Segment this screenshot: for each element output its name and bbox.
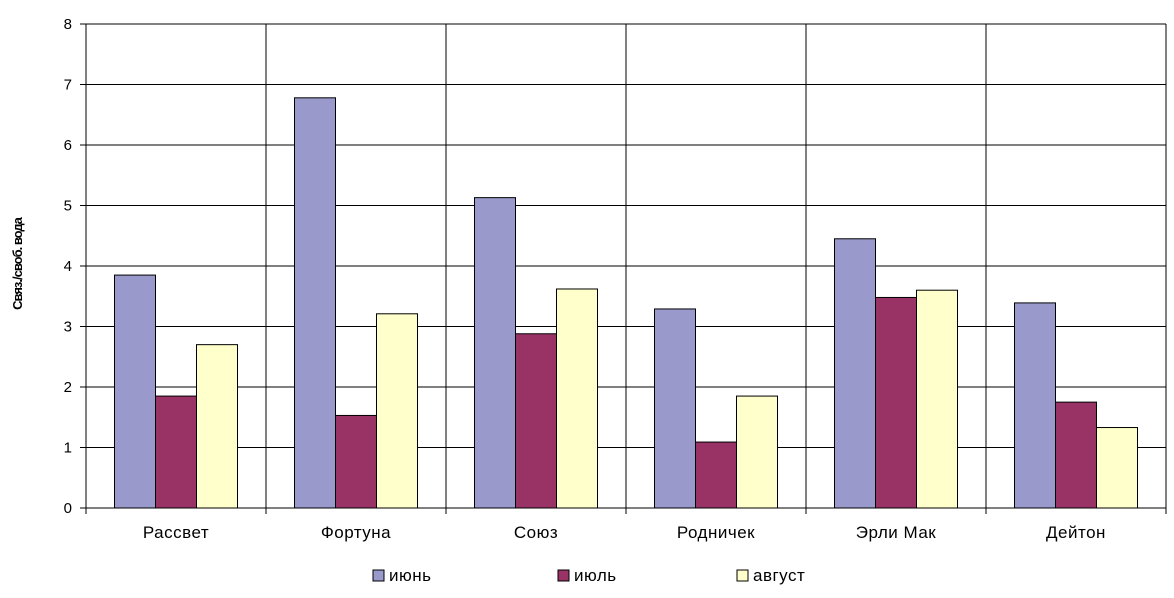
legend-label: июнь	[389, 566, 432, 585]
axes	[80, 23, 1167, 514]
y-tick-label: 2	[64, 379, 72, 396]
bar-август-Родничек	[736, 395, 778, 509]
legend-swatch	[736, 569, 749, 582]
bar-июль-Рассвет	[155, 395, 197, 509]
grid	[86, 23, 1167, 508]
x-category-label: Родничек	[677, 523, 755, 542]
bar-июль-Родничек	[695, 441, 737, 509]
bar-июль-Дейтон	[1055, 401, 1097, 509]
legend: июнь июль август	[372, 566, 805, 585]
y-tick-label: 1	[64, 440, 72, 457]
x-category-label: Рассвет	[143, 523, 209, 542]
y-tick-label: 0	[64, 500, 72, 517]
legend-swatch	[557, 569, 570, 582]
bar-июнь-Родничек	[654, 308, 696, 509]
bar-июнь-Рассвет	[114, 274, 156, 509]
y-tick-label: 6	[64, 137, 72, 154]
bar-август-Рассвет	[196, 344, 238, 509]
x-category-label: Союз	[514, 523, 558, 542]
bar-июнь-Дейтон	[1014, 302, 1056, 509]
bar-июнь-Эрли Мак	[834, 238, 876, 509]
bar-июнь-Фортуна	[294, 97, 336, 509]
y-tick-labels: 0 1 2 3 4 5 6 7 8	[64, 16, 72, 517]
y-tick-label: 5	[64, 198, 72, 215]
bar-август-Дейтон	[1096, 427, 1138, 509]
y-tick-label: 4	[64, 258, 72, 275]
y-tick-label: 3	[64, 319, 72, 336]
bar-август-Союз	[556, 288, 598, 509]
y-tick-label: 7	[64, 77, 72, 94]
category-labels: Рассвет Фортуна Союз Родничек Эрли Мак Дейтон	[143, 523, 1106, 542]
legend-swatch	[372, 569, 385, 582]
bar-июль-Эрли Мак	[875, 296, 917, 509]
bar-август-Фортуна	[376, 313, 418, 509]
bar-июнь-Союз	[474, 197, 516, 509]
legend-label: июль	[574, 566, 617, 585]
legend-label: август	[753, 566, 805, 585]
y-axis-label: Связ./своб. вода	[10, 216, 25, 310]
bar-август-Эрли Мак	[916, 289, 958, 509]
bar-июль-Фортуна	[335, 414, 377, 509]
y-tick-label: 8	[64, 16, 72, 33]
x-category-label: Фортуна	[321, 523, 391, 542]
x-category-label: Дейтон	[1046, 523, 1106, 542]
bars	[114, 97, 1138, 509]
x-category-label: Эрли Мак	[856, 523, 937, 542]
bar-июль-Союз	[515, 333, 557, 509]
